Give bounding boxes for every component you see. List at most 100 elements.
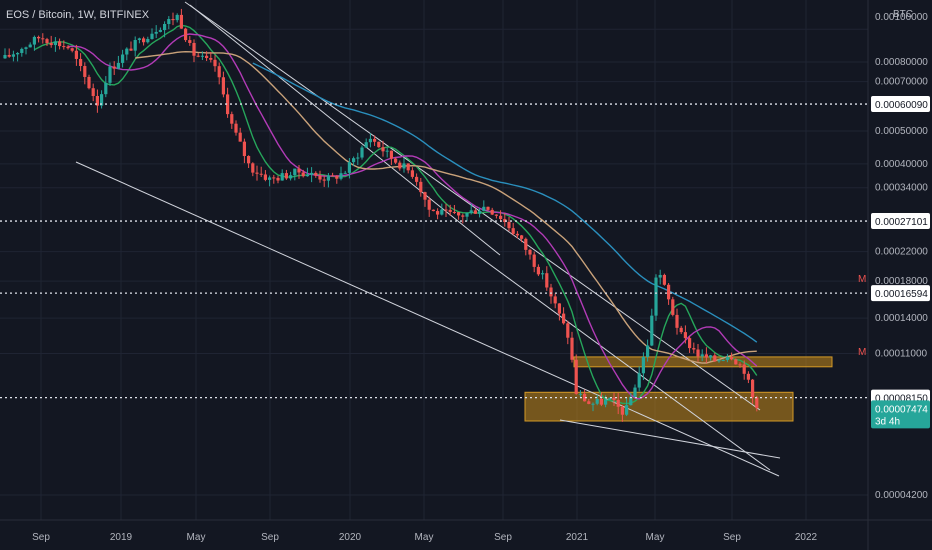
candle-body: [137, 38, 141, 40]
price-tick-label: 0.00070000: [875, 77, 928, 88]
time-tick-label: Sep: [494, 532, 512, 543]
candle-body: [524, 238, 528, 250]
candle-body: [440, 209, 444, 215]
candle-body: [570, 337, 574, 360]
candle-body: [381, 147, 385, 152]
candle-body: [738, 364, 742, 366]
candle-body: [755, 397, 759, 409]
candle-body: [461, 215, 465, 217]
price-tick-label: 0.00080000: [875, 57, 928, 68]
time-axis[interactable]: Sep 2019 May Sep 2020 May Sep 2021 May Sep 2022: [0, 519, 932, 543]
candle-body: [398, 162, 402, 169]
candle-body: [154, 31, 158, 34]
candle-body: [473, 210, 477, 214]
candle-body: [255, 172, 259, 174]
candle-body: [574, 359, 578, 394]
candle-body: [142, 38, 146, 43]
candle-body: [32, 36, 36, 45]
candle-body: [28, 44, 32, 48]
price-tags: 0.00060090 0.00027101 0.00016594 0.00008150…: [858, 96, 930, 429]
price-tick-label: 0.00018000: [875, 276, 928, 287]
candle-body: [507, 221, 511, 229]
time-tick-label: May: [646, 532, 665, 543]
support-zone: [524, 391, 794, 422]
candle-body: [419, 181, 423, 193]
price-tick-label: 0.00050000: [875, 126, 928, 137]
candle-body: [587, 401, 591, 404]
candle-body: [503, 219, 507, 222]
candle-body: [133, 39, 137, 51]
candle-body: [129, 48, 133, 51]
candle-body: [326, 175, 330, 181]
candle-body: [406, 163, 410, 171]
candle-body: [360, 147, 364, 158]
candle-body: [146, 38, 150, 43]
candle-body: [511, 228, 515, 234]
candle-body: [671, 299, 675, 315]
candle-body: [444, 209, 448, 211]
candle-body: [11, 54, 15, 57]
candle-body: [339, 173, 343, 179]
candle-body: [427, 199, 431, 210]
price-axis[interactable]: 0.00100000 0.00080000 0.00070000 0.00050000…: [867, 0, 928, 550]
candle-body: [541, 273, 545, 275]
candle-body: [641, 356, 645, 374]
price-level-tag: [871, 213, 930, 230]
candle-body: [490, 209, 494, 215]
candle-body: [83, 66, 87, 77]
candle-body: [352, 158, 356, 163]
time-tick-label: 2019: [110, 532, 133, 543]
candle-body: [536, 266, 540, 275]
candle-body: [343, 172, 347, 174]
support-zones: [524, 356, 833, 422]
price-tick-label: 0.00040000: [875, 159, 928, 170]
time-tick-label: 2020: [339, 532, 362, 543]
candle-body: [20, 48, 24, 53]
candle-body: [717, 360, 721, 362]
candle-body: [217, 66, 221, 78]
candle-body: [553, 296, 557, 304]
candle-body: [66, 46, 70, 49]
candle-body: [557, 303, 561, 314]
candle-body: [74, 50, 78, 59]
candle-body: [314, 172, 318, 176]
price-level-tag: [871, 96, 930, 113]
candle-body: [478, 210, 482, 214]
candle-body: [100, 94, 104, 106]
candle-body: [259, 173, 263, 175]
candle-body: [734, 359, 738, 365]
ma-long-line: [252, 62, 758, 343]
candle-body: [667, 284, 671, 300]
candle-body: [188, 40, 192, 43]
candle-body: [184, 28, 188, 41]
candle-body: [448, 209, 452, 212]
candle-body: [112, 66, 116, 69]
current-price-tag: [871, 400, 930, 429]
trendline: [189, 4, 501, 256]
candle-body: [599, 398, 603, 405]
candle-body: [53, 41, 57, 46]
price-tick-label: 0.00100000: [875, 12, 928, 23]
candle-body: [494, 214, 498, 216]
candle-body: [251, 163, 255, 173]
candle-body: [465, 213, 469, 217]
candle-body: [230, 114, 234, 124]
chart-title: EOS / Bitcoin, 1W, BITFINEX: [6, 9, 150, 21]
candle-body: [612, 397, 616, 400]
candle-body: [347, 162, 351, 173]
time-tick-label: Sep: [32, 532, 50, 543]
candle-body: [205, 55, 209, 58]
candle-body: [675, 314, 679, 328]
candle-body: [200, 55, 204, 57]
candle-body: [415, 176, 419, 182]
candle-body: [692, 348, 696, 350]
candle-body: [410, 170, 414, 177]
candle-body: [368, 138, 372, 143]
candle-body: [746, 373, 750, 380]
candle-body: [37, 36, 41, 39]
candle-body: [650, 315, 654, 346]
candle-body: [45, 39, 49, 44]
candle-body: [263, 174, 267, 180]
